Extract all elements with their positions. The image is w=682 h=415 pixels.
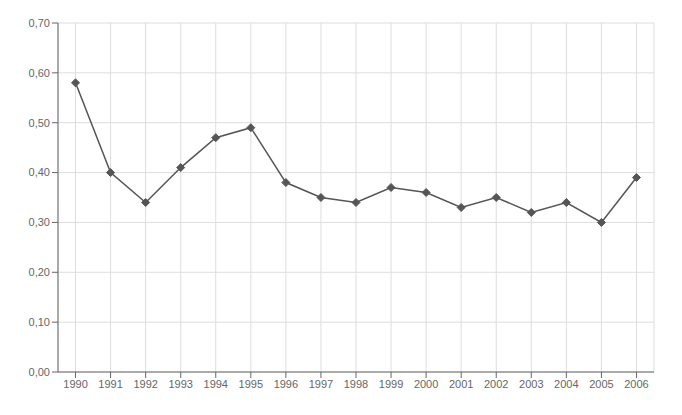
svg-text:1991: 1991 [98,378,122,390]
svg-text:0,20: 0,20 [29,266,50,278]
svg-text:2000: 2000 [414,378,438,390]
svg-text:1998: 1998 [344,378,368,390]
svg-text:2002: 2002 [484,378,508,390]
svg-text:1999: 1999 [379,378,403,390]
svg-text:1990: 1990 [63,378,87,390]
svg-text:0,60: 0,60 [29,67,50,79]
svg-text:2003: 2003 [519,378,543,390]
svg-text:2004: 2004 [554,378,578,390]
svg-text:1997: 1997 [309,378,333,390]
svg-text:0,10: 0,10 [29,316,50,328]
svg-text:2006: 2006 [624,378,648,390]
svg-text:0,40: 0,40 [29,166,50,178]
svg-text:0,70: 0,70 [29,17,50,29]
svg-text:2001: 2001 [449,378,473,390]
svg-text:1992: 1992 [133,378,157,390]
svg-text:0,50: 0,50 [29,117,50,129]
svg-text:1995: 1995 [239,378,263,390]
svg-text:1993: 1993 [168,378,192,390]
svg-text:1996: 1996 [274,378,298,390]
svg-text:0,30: 0,30 [29,216,50,228]
svg-text:2005: 2005 [589,378,613,390]
svg-text:0,00: 0,00 [29,366,50,378]
svg-text:1994: 1994 [204,378,228,390]
